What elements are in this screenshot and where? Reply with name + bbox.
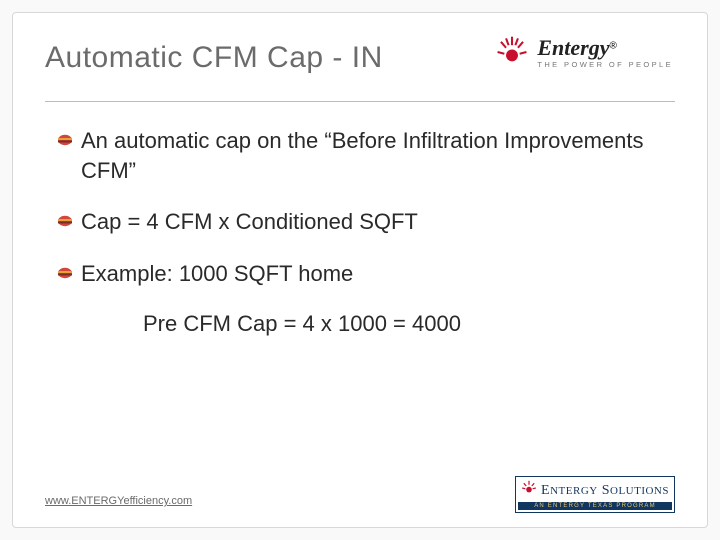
bullet-icon	[57, 214, 75, 232]
bullet-item: Example: 1000 SQFT home	[57, 259, 663, 289]
brand-logo-bottom: ENTERGY SOLUTIONS AN ENTERGY TEXAS PROGR…	[515, 476, 675, 513]
cap: S	[602, 483, 610, 498]
solutions-name: ENTERGY SOLUTIONS	[541, 483, 669, 499]
divider-rule	[45, 101, 675, 102]
content-area: An automatic cap on the “Before Infiltra…	[45, 126, 675, 337]
solutions-badge: ENTERGY SOLUTIONS AN ENTERGY TEXAS PROGR…	[515, 476, 675, 513]
brand-logo-top: Entergy® THE POWER OF PEOPLE	[495, 35, 673, 69]
registered-mark: ®	[610, 41, 617, 52]
sub-line: Pre CFM Cap = 4 x 1000 = 4000	[143, 311, 663, 337]
sunburst-small-icon	[521, 480, 537, 501]
brand-name: Entergy	[537, 35, 609, 60]
rest: OLUTIONS	[610, 485, 669, 497]
footer-url[interactable]: www.ENTERGYefficiency.com	[45, 495, 192, 507]
bullet-item: Cap = 4 CFM x Conditioned SQFT	[57, 207, 663, 237]
solutions-tagline: AN ENTERGY TEXAS PROGRAM	[518, 502, 672, 510]
slide-frame: Entergy® THE POWER OF PEOPLE Automatic C…	[12, 12, 708, 528]
brand-text-block: Entergy® THE POWER OF PEOPLE	[537, 35, 673, 69]
bullet-icon	[57, 266, 75, 284]
brand-tagline: THE POWER OF PEOPLE	[537, 60, 673, 69]
bullet-item: An automatic cap on the “Before Infiltra…	[57, 126, 663, 185]
cap: E	[541, 483, 550, 498]
bullet-text: Example: 1000 SQFT home	[81, 259, 353, 289]
bullet-icon	[57, 133, 75, 151]
bullet-text: Cap = 4 CFM x Conditioned SQFT	[81, 207, 418, 237]
sunburst-icon	[495, 35, 529, 69]
rest: NTERGY	[550, 485, 598, 497]
bullet-text: An automatic cap on the “Before Infiltra…	[81, 126, 663, 185]
